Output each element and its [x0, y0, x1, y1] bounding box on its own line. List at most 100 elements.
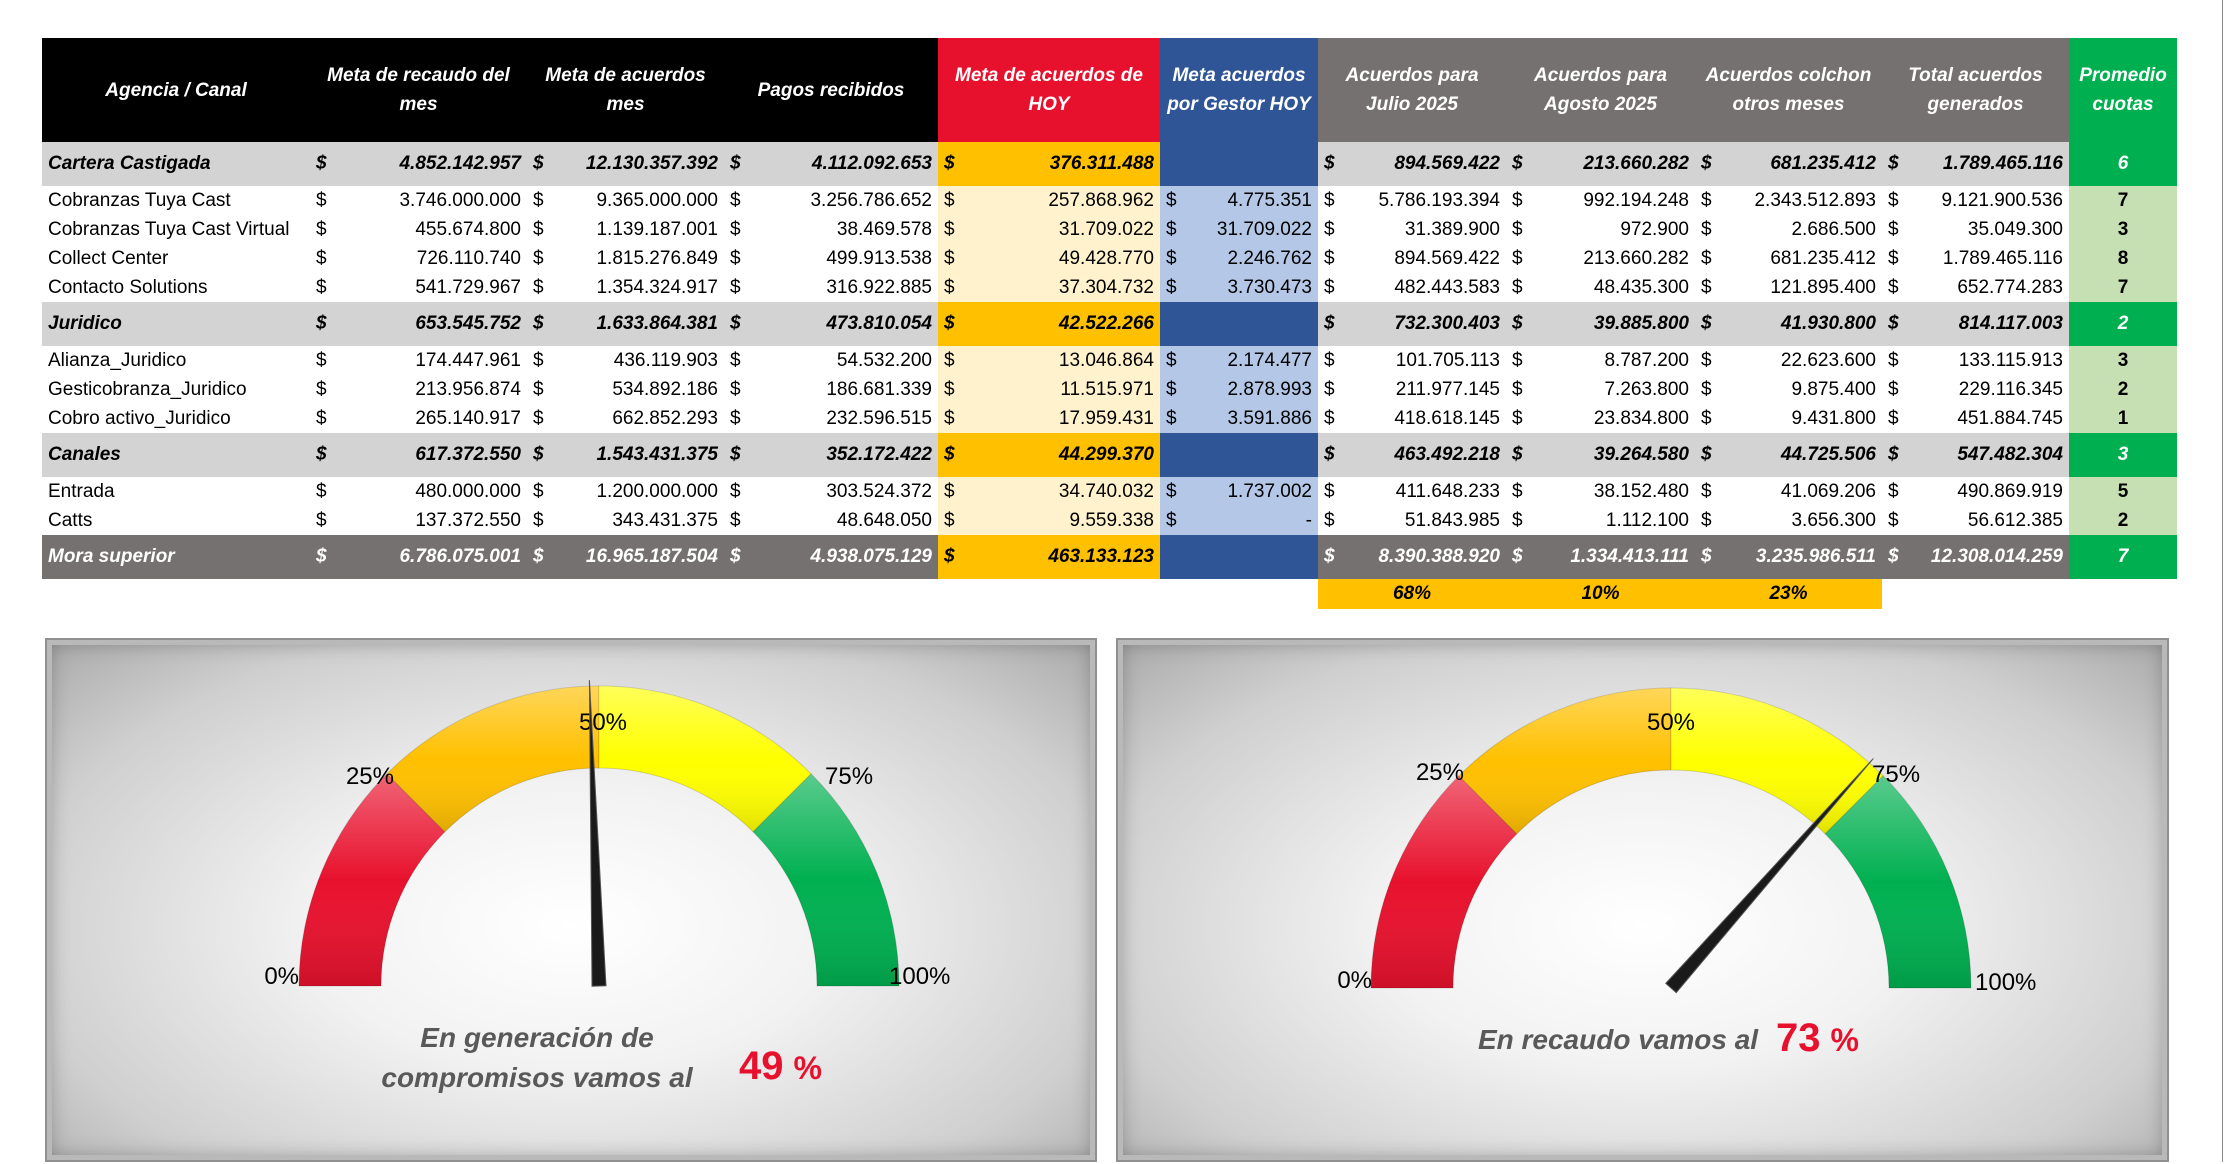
- cell-currency-symbol[interactable]: $: [1882, 244, 1916, 273]
- cell-currency-symbol[interactable]: $: [1506, 186, 1540, 215]
- cell-currency-symbol[interactable]: $: [1695, 404, 1729, 433]
- cell-currency-symbol[interactable]: $: [1318, 506, 1352, 535]
- cell-meta-gestor[interactable]: 31.709.022: [1189, 215, 1318, 244]
- cell-agosto[interactable]: 8.787.200: [1540, 346, 1695, 375]
- cell-julio[interactable]: 894.569.422: [1352, 142, 1506, 186]
- cell-pagos[interactable]: 4.938.075.129: [758, 535, 938, 579]
- cell-meta-acuerdos[interactable]: 436.119.903: [561, 346, 724, 375]
- cell-total[interactable]: 814.117.003: [1916, 302, 2069, 346]
- cell-pagos[interactable]: 38.469.578: [758, 215, 938, 244]
- cell-currency-symbol[interactable]: $: [1882, 186, 1916, 215]
- cell-currency-symbol[interactable]: $: [938, 302, 972, 346]
- cell-currency-symbol[interactable]: $: [938, 142, 972, 186]
- cell-pagos[interactable]: 3.256.786.652: [758, 186, 938, 215]
- cell-meta-gestor[interactable]: 2.246.762: [1189, 244, 1318, 273]
- cell-meta-hoy[interactable]: 17.959.431: [972, 404, 1160, 433]
- cell-currency-symbol[interactable]: [1160, 433, 1189, 477]
- cell-currency-symbol[interactable]: $: [724, 477, 758, 506]
- cell-agosto[interactable]: 213.660.282: [1540, 142, 1695, 186]
- cell-meta-gestor[interactable]: [1189, 433, 1318, 477]
- cell-meta-recaudo[interactable]: 6.786.075.001: [344, 535, 527, 579]
- cell-currency-symbol[interactable]: [1160, 535, 1189, 579]
- cell-julio[interactable]: 5.786.193.394: [1352, 186, 1506, 215]
- cell-promedio[interactable]: 2: [2069, 375, 2177, 404]
- cell-meta-acuerdos[interactable]: 1.543.431.375: [561, 433, 724, 477]
- cell-promedio[interactable]: 1: [2069, 404, 2177, 433]
- cell-total[interactable]: 229.116.345: [1916, 375, 2069, 404]
- cell-currency-symbol[interactable]: $: [1695, 215, 1729, 244]
- cell-pagos[interactable]: 48.648.050: [758, 506, 938, 535]
- cell-meta-acuerdos[interactable]: 534.892.186: [561, 375, 724, 404]
- cell-currency-symbol[interactable]: $: [1882, 302, 1916, 346]
- cell-currency-symbol[interactable]: $: [1160, 273, 1189, 302]
- cell-agosto[interactable]: 992.194.248: [1540, 186, 1695, 215]
- cell-promedio[interactable]: 7: [2069, 535, 2177, 579]
- cell-currency-symbol[interactable]: $: [1160, 477, 1189, 506]
- cell-meta-gestor[interactable]: 1.737.002: [1189, 477, 1318, 506]
- cell-julio[interactable]: 101.705.113: [1352, 346, 1506, 375]
- cell-currency-symbol[interactable]: $: [310, 404, 344, 433]
- cell-meta-acuerdos[interactable]: 12.130.357.392: [561, 142, 724, 186]
- cell-promedio[interactable]: 7: [2069, 186, 2177, 215]
- cell-currency-symbol[interactable]: $: [1695, 506, 1729, 535]
- cell-currency-symbol[interactable]: $: [1160, 244, 1189, 273]
- cell-meta-hoy[interactable]: 37.304.732: [972, 273, 1160, 302]
- cell-currency-symbol[interactable]: $: [1160, 215, 1189, 244]
- cell-total[interactable]: 451.884.745: [1916, 404, 2069, 433]
- cell-agencia[interactable]: Canales: [42, 433, 310, 477]
- header-meta-hoy[interactable]: Meta de acuerdos de HOY: [938, 38, 1160, 142]
- cell-pagos[interactable]: 499.913.538: [758, 244, 938, 273]
- cell-total[interactable]: 547.482.304: [1916, 433, 2069, 477]
- cell-currency-symbol[interactable]: $: [938, 433, 972, 477]
- cell-colchon[interactable]: 121.895.400: [1729, 273, 1882, 302]
- cell-currency-symbol[interactable]: $: [1882, 404, 1916, 433]
- cell-julio[interactable]: 732.300.403: [1352, 302, 1506, 346]
- cell-meta-recaudo[interactable]: 3.746.000.000: [344, 186, 527, 215]
- header-colchon[interactable]: Acuerdos colchon otros meses: [1695, 38, 1882, 142]
- cell-meta-recaudo[interactable]: 213.956.874: [344, 375, 527, 404]
- cell-meta-hoy[interactable]: 376.311.488: [972, 142, 1160, 186]
- cell-meta-hoy[interactable]: 463.133.123: [972, 535, 1160, 579]
- cell-currency-symbol[interactable]: $: [310, 273, 344, 302]
- cell-currency-symbol[interactable]: $: [527, 186, 561, 215]
- cell-currency-symbol[interactable]: [1160, 302, 1189, 346]
- cell-currency-symbol[interactable]: $: [1318, 215, 1352, 244]
- cell-currency-symbol[interactable]: $: [724, 404, 758, 433]
- cell-currency-symbol[interactable]: $: [724, 215, 758, 244]
- cell-currency-symbol[interactable]: $: [310, 375, 344, 404]
- cell-currency-symbol[interactable]: $: [1318, 142, 1352, 186]
- cell-currency-symbol[interactable]: $: [310, 433, 344, 477]
- cell-meta-acuerdos[interactable]: 9.365.000.000: [561, 186, 724, 215]
- cell-currency-symbol[interactable]: $: [527, 142, 561, 186]
- cell-pagos[interactable]: 473.810.054: [758, 302, 938, 346]
- cell-meta-acuerdos[interactable]: 662.852.293: [561, 404, 724, 433]
- header-promedio[interactable]: Promedio cuotas: [2069, 38, 2177, 142]
- cell-currency-symbol[interactable]: $: [310, 142, 344, 186]
- cell-colchon[interactable]: 9.875.400: [1729, 375, 1882, 404]
- cell-agosto[interactable]: 1.334.413.111: [1540, 535, 1695, 579]
- cell-colchon[interactable]: 3.235.986.511: [1729, 535, 1882, 579]
- cell-agosto[interactable]: 38.152.480: [1540, 477, 1695, 506]
- cell-currency-symbol[interactable]: $: [938, 215, 972, 244]
- cell-promedio[interactable]: 2: [2069, 302, 2177, 346]
- cell-currency-symbol[interactable]: $: [1882, 506, 1916, 535]
- cell-currency-symbol[interactable]: $: [310, 186, 344, 215]
- cell-currency-symbol[interactable]: $: [938, 186, 972, 215]
- cell-agencia[interactable]: Catts: [42, 506, 310, 535]
- cell-promedio[interactable]: 3: [2069, 433, 2177, 477]
- cell-meta-hoy[interactable]: 9.559.338: [972, 506, 1160, 535]
- cell-currency-symbol[interactable]: $: [310, 535, 344, 579]
- cell-pagos[interactable]: 186.681.339: [758, 375, 938, 404]
- cell-currency-symbol[interactable]: $: [1160, 346, 1189, 375]
- cell-agencia[interactable]: Cobranzas Tuya Cast Virtual: [42, 215, 310, 244]
- cell-agosto[interactable]: 48.435.300: [1540, 273, 1695, 302]
- cell-meta-recaudo[interactable]: 137.372.550: [344, 506, 527, 535]
- cell-currency-symbol[interactable]: $: [1318, 433, 1352, 477]
- cell-currency-symbol[interactable]: $: [1695, 244, 1729, 273]
- cell-currency-symbol[interactable]: $: [1318, 375, 1352, 404]
- cell-currency-symbol[interactable]: $: [938, 375, 972, 404]
- cell-meta-hoy[interactable]: 11.515.971: [972, 375, 1160, 404]
- cell-meta-recaudo[interactable]: 480.000.000: [344, 477, 527, 506]
- cell-currency-symbol[interactable]: $: [527, 346, 561, 375]
- cell-currency-symbol[interactable]: $: [938, 273, 972, 302]
